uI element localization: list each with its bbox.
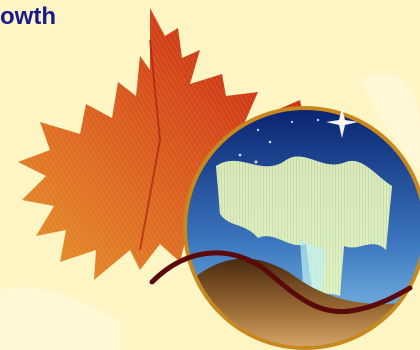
swoosh-curve: [149, 250, 413, 315]
slide-title: owth: [0, 3, 56, 30]
star-field: [238, 118, 320, 164]
background-blobs: [0, 73, 420, 350]
maple-leaf-icon: [18, 8, 304, 280]
sparkle-star-icon: [326, 108, 358, 138]
